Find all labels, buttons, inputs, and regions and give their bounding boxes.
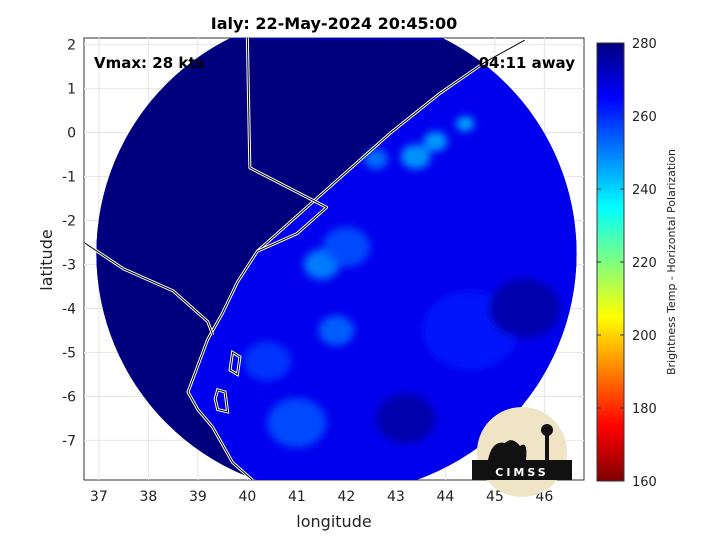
island-outline-dark — [229, 351, 241, 376]
vmax-annotation: Vmax: 28 kts — [94, 54, 204, 72]
x-tick-label: 40 — [238, 489, 256, 505]
y-tick-label: -3 — [62, 257, 76, 273]
x-tick-label: 42 — [337, 489, 355, 505]
tower-top-icon — [541, 424, 553, 436]
logo-band — [472, 460, 572, 480]
brightness-spot — [376, 393, 436, 444]
brightness-spot — [400, 144, 431, 170]
y-tick-labels: 2 1 0 -1 -2 -3 -4 -5 -6 -7 — [62, 38, 76, 450]
y-tick-label: -7 — [62, 433, 76, 449]
coastline-outline — [187, 39, 525, 480]
y-tick-label: 0 — [67, 126, 76, 142]
brightness-spot — [488, 278, 561, 339]
colorbar-tick-label: 280 — [632, 37, 657, 52]
colorbar — [596, 42, 625, 482]
swath-field — [96, 38, 577, 480]
y-tick-label: -6 — [62, 389, 76, 405]
coastline-outline — [246, 38, 328, 252]
logo-text: CIMSS — [495, 466, 548, 479]
x-tick-labels: 37 38 39 40 41 42 43 44 45 46 — [90, 489, 553, 505]
coastline-outline — [84, 242, 214, 336]
colorbar-ticks: 280 260 240 220 200 180 160 — [597, 37, 657, 490]
x-tick-label: 37 — [90, 489, 108, 505]
brightness-spot — [267, 398, 327, 448]
away-annotation: 04:11 away — [479, 54, 576, 72]
x-tick-label: 38 — [139, 489, 157, 505]
chart-title: Ialy: 22-May-2024 20:45:00 — [211, 14, 458, 33]
x-tick-label: 44 — [436, 489, 454, 505]
y-tick-label: -5 — [62, 345, 76, 361]
x-tick-label: 43 — [387, 489, 405, 505]
y-tick-label: -4 — [62, 301, 76, 317]
x-tick-label: 45 — [486, 489, 504, 505]
land-region — [96, 38, 525, 480]
island-outline-dark — [214, 389, 229, 413]
y-tick-label: 2 — [67, 38, 76, 54]
brightness-spot — [456, 116, 475, 132]
y-axis-label: latitude — [37, 229, 56, 290]
colorbar-tick-label: 160 — [632, 475, 657, 490]
y-tick-label: 1 — [67, 82, 76, 98]
brightness-spot — [318, 315, 355, 346]
tower-icon — [545, 432, 549, 462]
x-axis-label: longitude — [296, 512, 371, 531]
radar-dish-icon — [488, 440, 527, 460]
colorbar-tick-label: 220 — [632, 256, 657, 271]
colorbar-label: Brightness Temp - Horizontal Polarizatio… — [665, 149, 678, 375]
y-tick-label: -2 — [62, 214, 76, 230]
brightness-spot — [423, 131, 448, 152]
brightness-spot — [364, 149, 388, 169]
brightness-spot — [322, 227, 371, 267]
coastlines — [84, 38, 526, 480]
colorbar-tick-label: 240 — [632, 183, 657, 198]
colorbar-tick-label: 200 — [632, 329, 657, 344]
brightness-spot — [243, 341, 291, 382]
colorbar-tick-label: 260 — [632, 110, 657, 125]
x-tick-label: 41 — [288, 489, 306, 505]
cimss-logo: CIMSS — [472, 407, 572, 497]
x-tick-label: 39 — [189, 489, 207, 505]
colorbar-tick-label: 180 — [632, 402, 657, 417]
y-tick-label: -1 — [62, 170, 76, 186]
